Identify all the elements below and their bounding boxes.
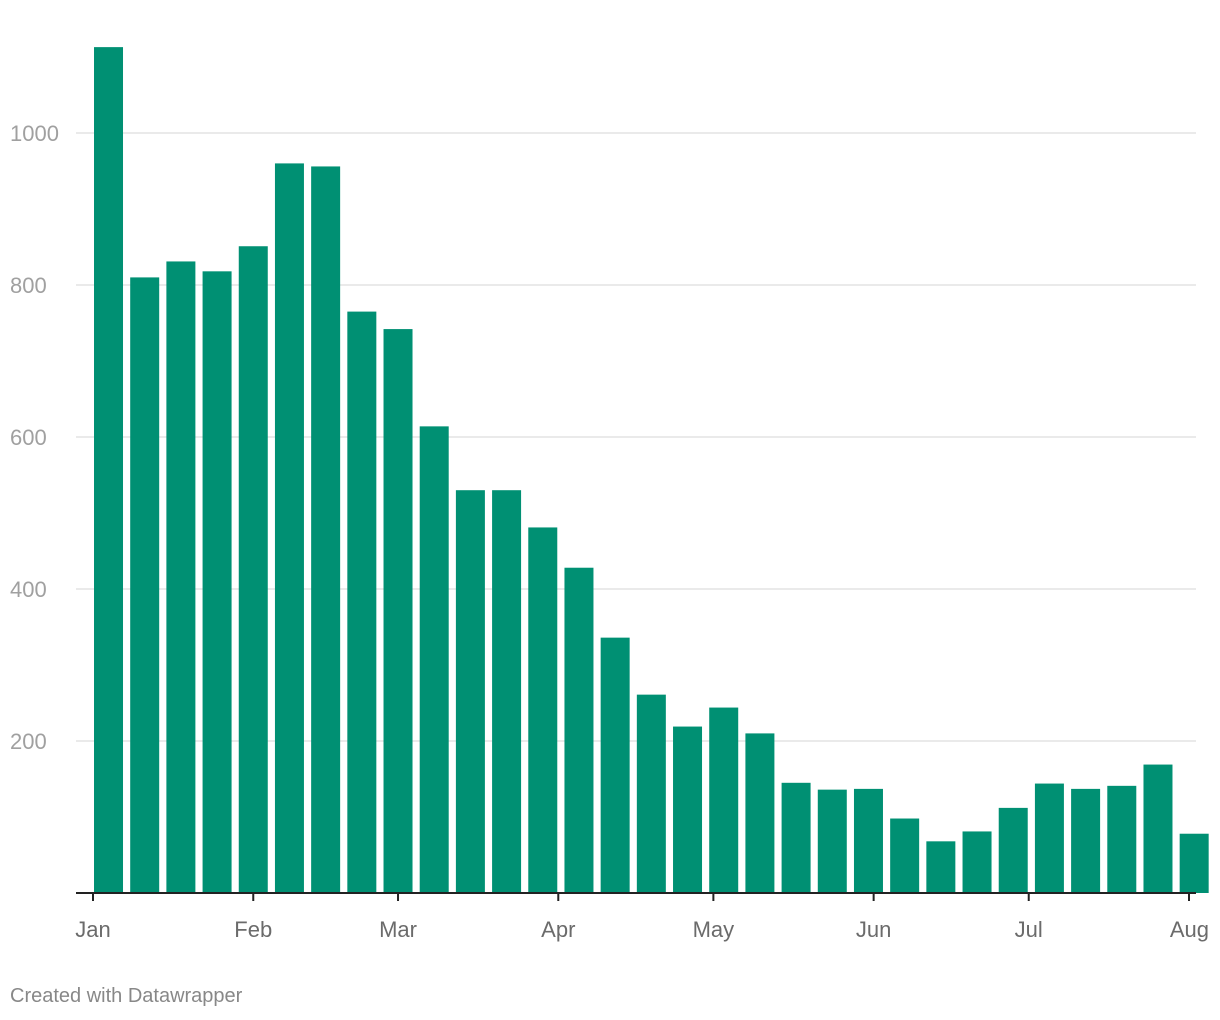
bar	[673, 726, 703, 893]
bar	[274, 163, 304, 893]
bar	[202, 271, 232, 893]
bars	[94, 47, 1209, 894]
bar	[962, 831, 992, 893]
bar	[600, 637, 630, 893]
bar	[890, 818, 920, 893]
x-tick-label: Feb	[234, 917, 272, 942]
x-axis: Jan Feb Mar Apr May Jun Jul Aug	[75, 892, 1209, 942]
bar	[130, 277, 160, 893]
x-tick-label: Apr	[541, 917, 575, 942]
x-tick-label: Aug	[1170, 917, 1209, 942]
bar	[1143, 764, 1173, 893]
bar	[636, 694, 666, 893]
bar	[455, 490, 485, 893]
bar	[1034, 783, 1064, 893]
bar	[347, 311, 377, 894]
bar	[311, 166, 341, 893]
bar	[1179, 833, 1209, 893]
bar	[383, 329, 413, 894]
x-tick-label: Jul	[1015, 917, 1043, 942]
y-tick-label: 1000	[10, 121, 59, 146]
bar	[94, 47, 124, 894]
bar	[564, 567, 594, 893]
y-tick-label: 400	[10, 577, 47, 602]
bar	[709, 707, 739, 893]
x-tick-label: May	[693, 917, 735, 942]
bar-chart: 200 400 600 800 1000 Jan Feb Mar Apr May Jun Jul Au…	[10, 47, 1209, 942]
x-tick-label: Jan	[75, 917, 110, 942]
bar	[1071, 788, 1101, 893]
bar	[238, 246, 268, 894]
bar	[926, 841, 956, 893]
bar	[817, 789, 847, 893]
x-tick-label: Mar	[379, 917, 417, 942]
bar	[998, 807, 1028, 893]
bar	[419, 426, 449, 893]
y-axis: 200 400 600 800 1000	[10, 121, 59, 754]
y-tick-label: 600	[10, 425, 47, 450]
bar	[1107, 785, 1137, 893]
x-tick-label: Jun	[856, 917, 891, 942]
y-tick-label: 800	[10, 273, 47, 298]
bar	[745, 733, 775, 893]
bar	[781, 782, 811, 893]
credit-text: Created with Datawrapper	[10, 985, 243, 1007]
bar	[528, 527, 558, 893]
bar	[853, 788, 883, 893]
y-tick-label: 200	[10, 729, 47, 754]
bar	[492, 490, 522, 893]
bar	[166, 261, 196, 893]
